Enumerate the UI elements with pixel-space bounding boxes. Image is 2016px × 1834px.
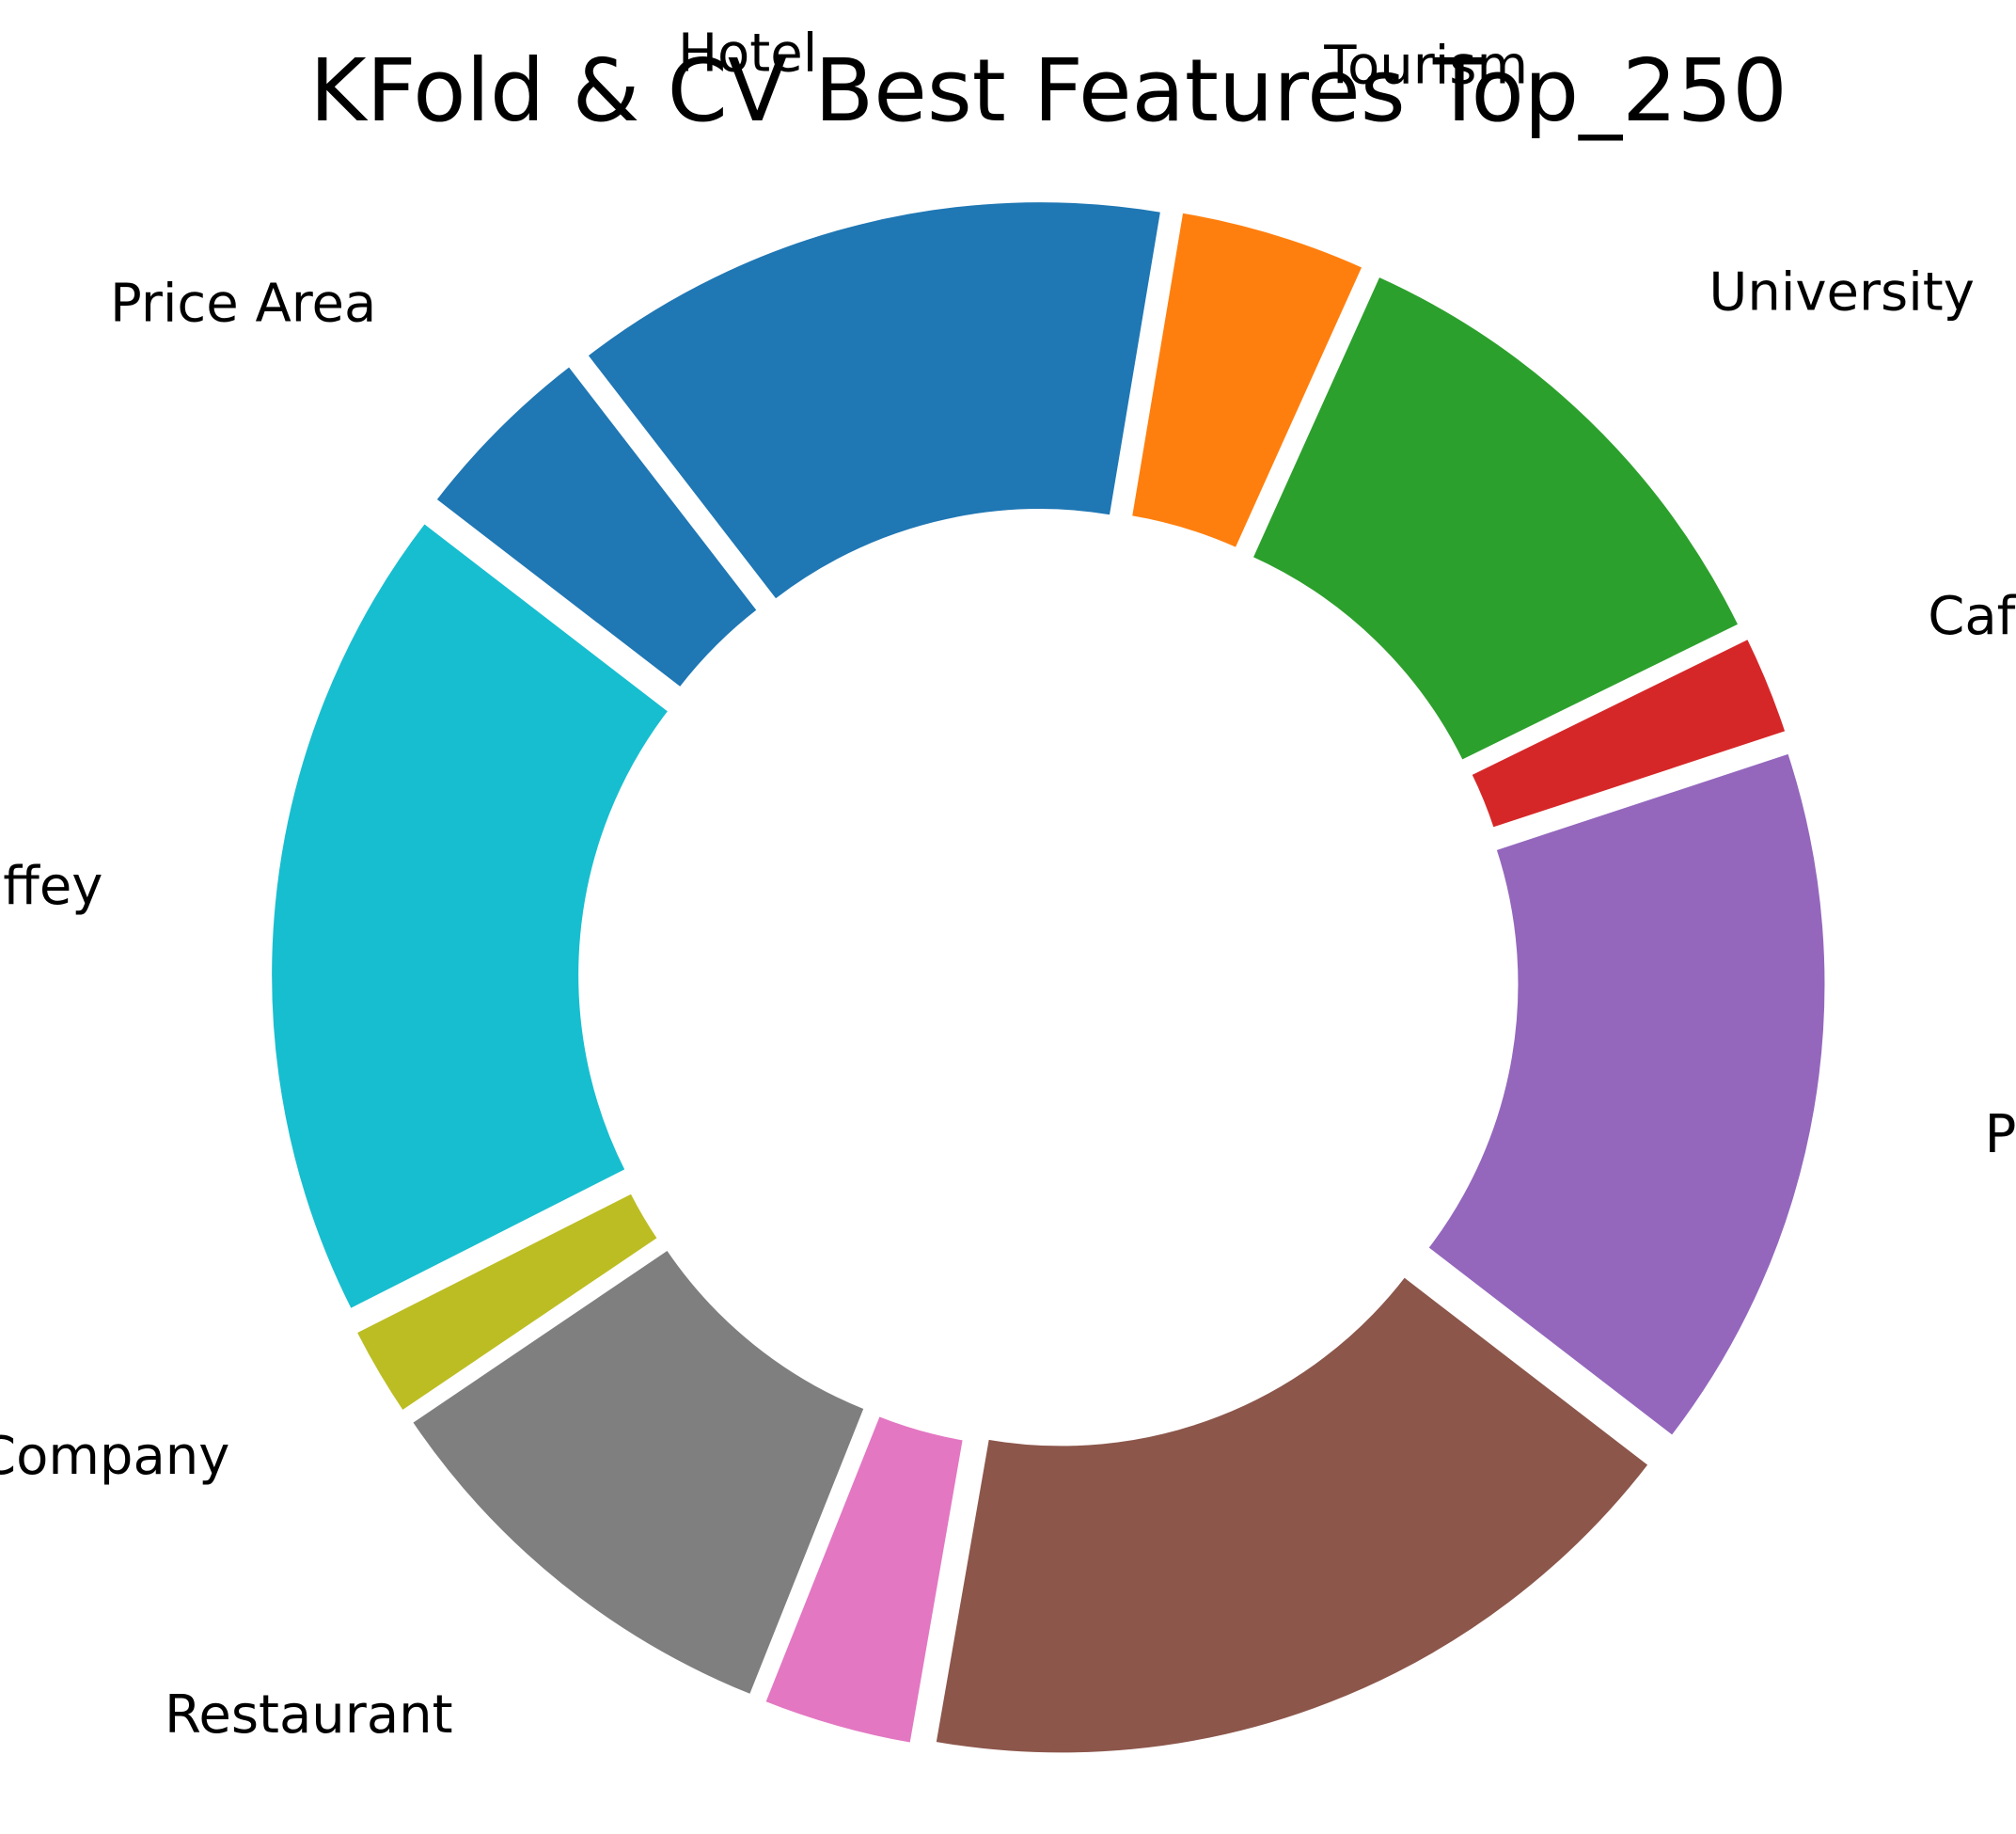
slice-label-price-area: Price Area [110, 273, 376, 334]
chart-title: KFold & CV Best Features Top_250 [309, 40, 1788, 141]
slice-label-luas: Luas [1394, 1829, 1515, 1834]
slice-label-pub: Pub [1985, 1104, 2016, 1165]
slice-label-cafe: Cafe [1928, 586, 2016, 647]
slice-label-company: Company [0, 1426, 229, 1487]
slice-label-liffey: Liffey [0, 856, 102, 917]
slice-label-university: University [1709, 261, 1974, 323]
slice-label-tourism: Tourism [1323, 36, 1528, 97]
slice-label-restaurant: Restaurant [165, 1684, 453, 1746]
slice-label-hotel: Hotel [678, 23, 817, 84]
